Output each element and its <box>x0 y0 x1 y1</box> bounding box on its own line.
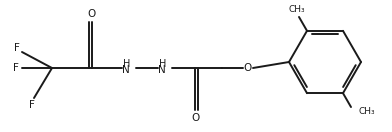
Text: N: N <box>158 65 166 75</box>
Text: H: H <box>123 59 131 69</box>
Text: N: N <box>122 65 130 75</box>
Text: O: O <box>244 63 252 73</box>
Text: O: O <box>192 113 200 123</box>
Text: CH₃: CH₃ <box>359 107 376 116</box>
Text: F: F <box>29 100 35 110</box>
Text: F: F <box>14 43 20 53</box>
Text: O: O <box>88 9 96 19</box>
Text: F: F <box>13 63 19 73</box>
Text: CH₃: CH₃ <box>289 5 305 15</box>
Text: H: H <box>159 59 167 69</box>
